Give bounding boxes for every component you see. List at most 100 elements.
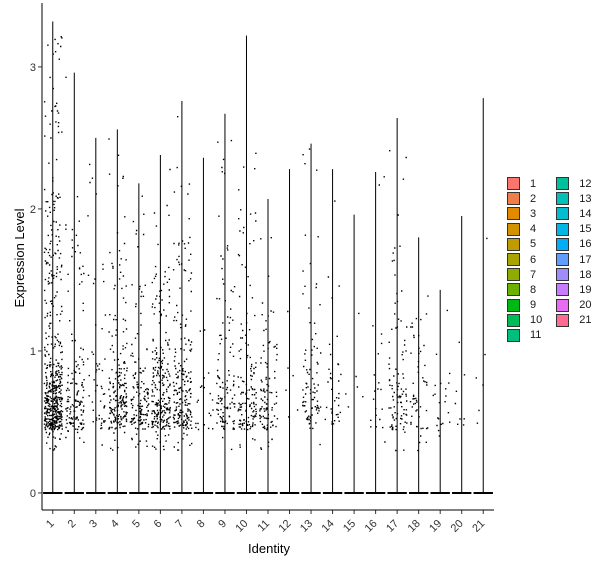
x-tick-label-2: 2 — [66, 518, 79, 531]
jitter-points-11 — [259, 237, 279, 450]
legend-item-21: 21 — [556, 313, 592, 328]
x-tick-label-11: 11 — [256, 518, 273, 535]
legend-key-8 — [507, 283, 520, 297]
y-tick-label-2: 2 — [30, 204, 36, 216]
x-tick-label-17: 17 — [384, 518, 401, 535]
violin-group-12 — [279, 169, 300, 494]
legend-label-8: 8 — [530, 283, 537, 296]
jitter-points-6 — [151, 168, 171, 451]
violin-group-9 — [215, 113, 236, 494]
jitter-points-20 — [454, 341, 466, 426]
legend-label-9: 9 — [530, 299, 537, 312]
legend-key-2 — [507, 192, 520, 206]
jitter-points-21 — [475, 237, 488, 424]
violin-group-5 — [129, 183, 150, 494]
x-tick-label-13: 13 — [298, 518, 315, 535]
legend-column-2: 12 13 14 15 16 17 18 19 20 21 — [556, 176, 592, 343]
legend-item-7: 7 — [507, 267, 542, 282]
legend-label-13: 13 — [579, 192, 592, 205]
legend-key-20 — [556, 298, 570, 312]
legend-item-18: 18 — [556, 267, 592, 282]
x-tick-label-8: 8 — [195, 518, 208, 531]
legend-label-11: 11 — [530, 329, 542, 342]
legend-label-3: 3 — [530, 207, 537, 220]
violin-group-6 — [150, 154, 171, 494]
jitter-points-14 — [324, 200, 342, 425]
y-axis-title: Expression Level — [12, 208, 27, 307]
x-axis-title: Identity — [248, 541, 290, 556]
legend-item-19: 19 — [556, 282, 592, 297]
plot-area — [43, 21, 493, 494]
violin-group-19 — [430, 289, 451, 494]
legend-label-19: 19 — [579, 283, 592, 296]
jitter-points-16 — [370, 176, 386, 443]
legend-key-15 — [556, 222, 570, 236]
legend-item-15: 15 — [556, 222, 592, 237]
legend-label-21: 21 — [579, 314, 592, 327]
legend-label-18: 18 — [579, 268, 592, 281]
legend-item-16: 16 — [556, 237, 592, 252]
legend-key-19 — [556, 283, 570, 297]
legend-key-10 — [507, 313, 520, 327]
x-tick-label-19: 19 — [427, 518, 444, 535]
jitter-points-8 — [195, 329, 214, 431]
x-tick-label-10: 10 — [233, 518, 250, 535]
legend-key-9 — [507, 298, 520, 312]
x-tick-label-12: 12 — [276, 518, 293, 535]
x-tick-label-1: 1 — [44, 518, 57, 531]
violin-group-21 — [473, 98, 493, 494]
jitter-points-5 — [129, 195, 150, 448]
legend-key-17 — [556, 253, 570, 267]
x-tick-label-9: 9 — [216, 518, 229, 531]
x-tick-label-7: 7 — [173, 518, 186, 531]
jitter-points-4 — [108, 138, 128, 451]
legend-item-20: 20 — [556, 298, 592, 313]
legend-item-11: 11 — [507, 328, 542, 343]
legend-label-5: 5 — [530, 238, 537, 251]
legend-key-1 — [507, 177, 520, 191]
legend: 1 2 3 4 5 6 7 8 9 10 11 12 13 14 15 16 17 18 19 20 21 — [507, 176, 592, 343]
legend-key-18 — [556, 268, 570, 282]
legend-item-9: 9 — [507, 298, 542, 313]
jitter-points-19 — [432, 309, 451, 437]
y-tick-label-0: 0 — [30, 488, 36, 500]
violin-group-18 — [408, 237, 429, 494]
legend-label-14: 14 — [579, 207, 592, 220]
violin-group-11 — [258, 198, 279, 494]
legend-label-4: 4 — [530, 223, 537, 236]
legend-label-16: 16 — [579, 238, 592, 251]
violin-group-14 — [322, 169, 343, 494]
legend-item-6: 6 — [507, 252, 542, 267]
legend-key-16 — [556, 237, 570, 251]
violin-group-13 — [301, 143, 322, 494]
legend-item-1: 1 — [507, 176, 542, 191]
legend-label-10: 10 — [530, 314, 543, 327]
legend-key-6 — [507, 253, 520, 267]
legend-label-1: 1 — [530, 177, 537, 190]
x-tick-label-4: 4 — [109, 518, 122, 531]
jitter-points-9 — [216, 139, 236, 451]
y-tick-label-3: 3 — [30, 62, 36, 74]
legend-key-12 — [556, 177, 570, 191]
x-tick-label-21: 21 — [470, 518, 487, 535]
jitter-points-2 — [65, 76, 85, 443]
legend-key-5 — [507, 237, 520, 251]
violin-group-16 — [365, 172, 386, 494]
x-tick-label-16: 16 — [363, 518, 380, 535]
legend-key-4 — [507, 222, 520, 236]
legend-key-3 — [507, 207, 520, 221]
jitter-points-1 — [43, 36, 64, 451]
legend-column-1: 1 2 3 4 5 6 7 8 9 10 11 — [507, 176, 542, 343]
legend-label-7: 7 — [530, 268, 537, 281]
jitter-points-10 — [237, 152, 257, 448]
legend-label-15: 15 — [579, 223, 592, 236]
violin-group-15 — [344, 214, 364, 494]
legend-item-8: 8 — [507, 282, 542, 297]
jitter-points-13 — [302, 148, 322, 446]
jitter-points-3 — [87, 163, 107, 446]
jitter-points-18 — [409, 295, 429, 452]
legend-key-7 — [507, 268, 520, 282]
jitter-points-7 — [172, 116, 193, 451]
violin-group-7 — [172, 100, 193, 494]
